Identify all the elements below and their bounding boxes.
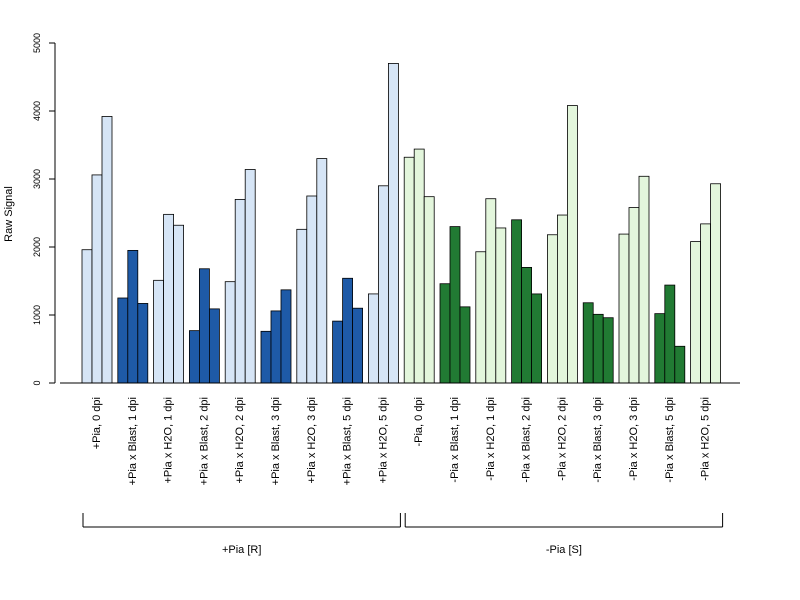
bar [342,277,354,384]
bar [173,224,185,384]
bar [137,303,149,384]
bar [495,227,507,384]
bar [198,268,210,384]
bar [710,183,721,384]
bar [352,307,364,384]
bars [81,63,721,384]
bar [485,198,497,384]
bar [153,279,165,384]
category-label: +Pia x Blast, 3 dpi [270,397,282,485]
category-label: +Pia x Blast, 1 dpi [127,397,139,485]
bar [674,345,686,384]
bar [127,249,139,384]
bar [521,266,532,384]
y-tick-label: 3000 [32,169,42,189]
bar [690,241,701,384]
bar [188,330,200,384]
y-tick-label: 1000 [32,305,42,325]
y-tick-label: 2000 [32,237,42,257]
bar [296,228,308,384]
category-label: -Pia x H2O, 1 dpi [485,397,497,481]
category-label: +Pia, 0 dpi [91,397,103,449]
bar [700,223,711,384]
bar [367,293,379,384]
bar [459,306,471,384]
group-brackets: +Pia [R] -Pia [S] [82,513,724,556]
y-axis: 0 1000 2000 3000 4000 5000 [32,33,56,386]
bar [81,249,93,384]
bar [557,214,568,384]
bar [475,251,487,384]
category-label: -Pia x Blast, 1 dpi [449,397,461,483]
y-tick-label: 5000 [32,33,42,53]
category-label: -Pia, 0 dpi [413,397,425,447]
bar [511,219,523,384]
bar [628,207,640,384]
category-label: -Pia x Blast, 2 dpi [521,397,533,483]
bar [270,310,282,384]
category-label: -Pia x Blast, 3 dpi [592,397,604,483]
category-label: +Pia x H2O, 2 dpi [234,397,246,484]
category-label: -Pia x Blast, 5 dpi [664,397,676,483]
category-labels: +Pia, 0 dpi +Pia x Blast, 1 dpi +Pia x H2O… [91,397,712,485]
bar [664,284,676,384]
bar [449,226,461,384]
bar [547,234,558,384]
bar [332,320,344,384]
y-axis-title: Raw Signal [3,186,15,242]
bar [208,308,220,384]
category-label: +Pia x H2O, 5 dpi [377,397,389,484]
bar [592,313,604,384]
category-label: -Pia x H2O, 2 dpi [556,397,568,481]
category-label: +Pia x H2O, 1 dpi [163,397,175,484]
category-label: -Pia x H2O, 5 dpi [700,397,712,481]
bar [602,317,614,384]
y-tick-label: 0 [32,380,42,385]
bar [638,175,650,384]
bar [567,105,578,384]
bar [316,158,328,384]
bar [280,289,292,384]
bar [306,195,318,384]
bar [618,233,630,384]
bar [582,302,594,384]
bar [387,63,399,384]
group-label: -Pia [S] [546,544,582,556]
bar [163,213,175,384]
bar [234,198,246,384]
bar [531,293,542,384]
bar [654,313,666,384]
category-label: +Pia x Blast, 2 dpi [198,397,210,485]
bar [101,116,113,384]
group-label: +Pia [R] [222,544,261,556]
bar [439,283,451,384]
bar [260,330,272,384]
bar [423,196,435,384]
bar [377,185,389,384]
bar [244,169,256,384]
category-label: -Pia x H2O, 3 dpi [628,397,640,481]
bar [117,297,129,384]
category-label: +Pia x H2O, 3 dpi [306,397,318,484]
bar [403,156,415,384]
y-tick-label: 4000 [32,101,42,121]
bar [413,148,425,384]
category-label: +Pia x Blast, 5 dpi [342,397,354,485]
bar [224,281,236,384]
bar [91,174,103,384]
